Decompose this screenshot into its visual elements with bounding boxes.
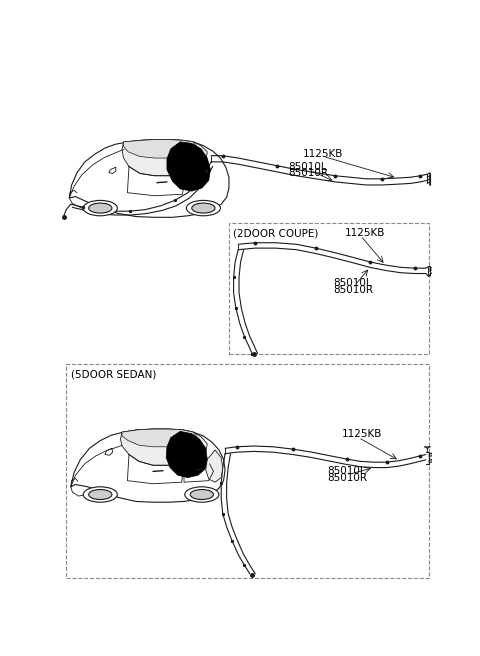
Bar	[66, 363, 429, 578]
Text: (5DOOR SEDAN): (5DOOR SEDAN)	[71, 370, 156, 380]
Ellipse shape	[89, 203, 112, 213]
Ellipse shape	[190, 489, 214, 499]
Polygon shape	[122, 429, 198, 447]
Polygon shape	[123, 140, 198, 158]
Text: 85010R: 85010R	[327, 474, 367, 483]
Text: 1125KB: 1125KB	[345, 228, 385, 237]
Ellipse shape	[186, 200, 220, 216]
Text: (2DOOR COUPE): (2DOOR COUPE)	[233, 229, 318, 239]
Text: 85010L: 85010L	[333, 277, 372, 288]
Polygon shape	[122, 140, 207, 176]
Polygon shape	[71, 429, 225, 502]
Text: 1125KB: 1125KB	[341, 430, 382, 440]
Ellipse shape	[185, 487, 219, 502]
Polygon shape	[206, 450, 223, 482]
Ellipse shape	[83, 200, 117, 216]
Text: 85010R: 85010R	[288, 169, 329, 178]
Polygon shape	[166, 432, 207, 478]
Ellipse shape	[83, 487, 117, 502]
Ellipse shape	[89, 489, 112, 499]
Polygon shape	[167, 142, 210, 191]
Ellipse shape	[192, 203, 215, 213]
Text: 1125KB: 1125KB	[302, 149, 343, 159]
Text: 85010R: 85010R	[333, 285, 373, 295]
Polygon shape	[69, 140, 229, 217]
Polygon shape	[120, 429, 207, 465]
Bar	[229, 224, 429, 354]
Text: 85010L: 85010L	[327, 466, 366, 476]
Text: 85010L: 85010L	[288, 162, 327, 173]
